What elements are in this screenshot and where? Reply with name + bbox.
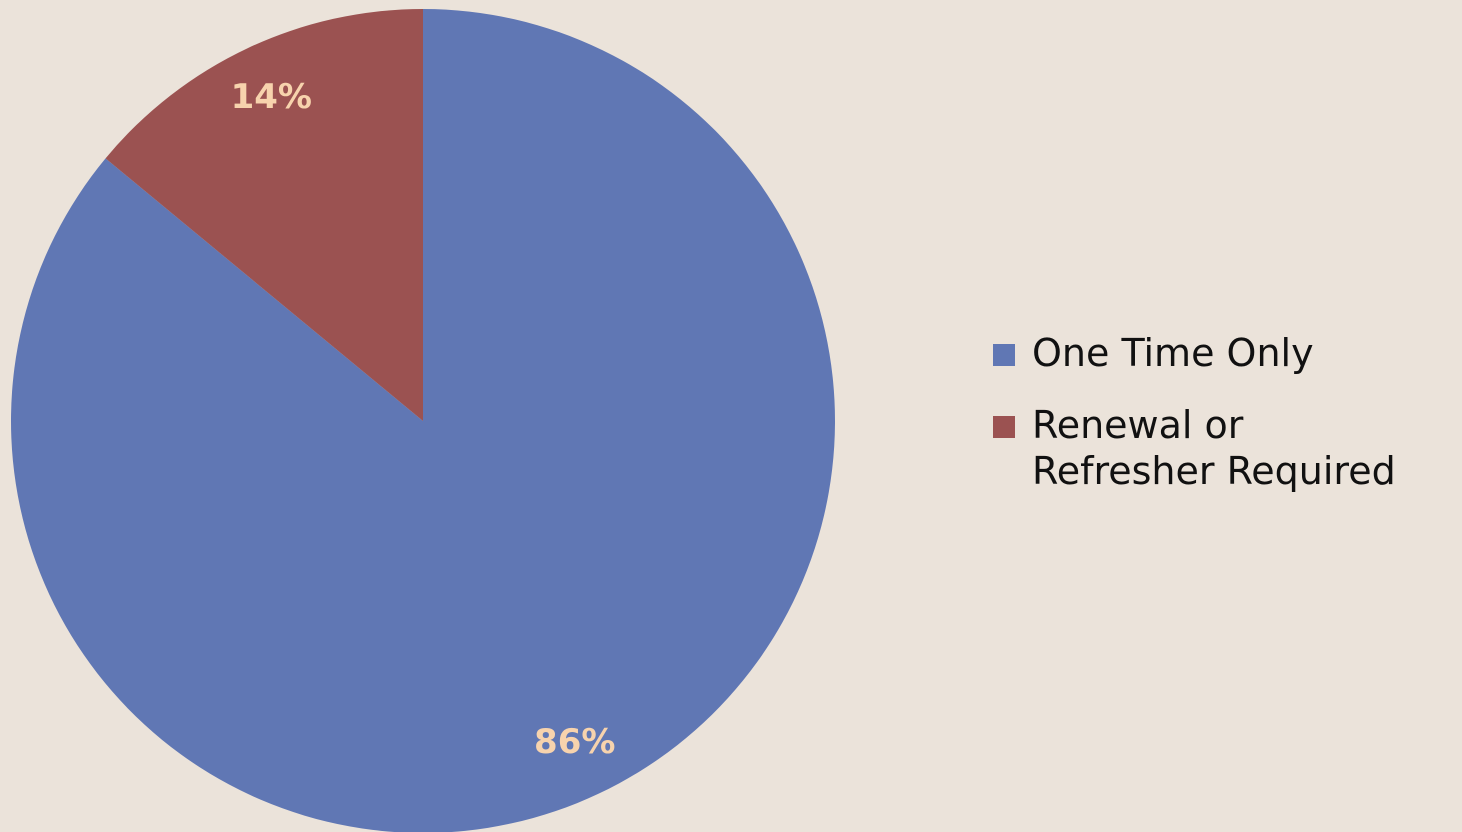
legend-swatch bbox=[993, 416, 1015, 438]
data-label: 86% bbox=[534, 722, 615, 762]
legend: One Time Only Renewal or Refresher Requir… bbox=[993, 330, 1433, 520]
legend-item: Renewal or Refresher Required bbox=[993, 402, 1433, 494]
legend-label: Renewal or Refresher Required bbox=[1032, 403, 1396, 493]
legend-item: One Time Only bbox=[993, 330, 1433, 376]
data-label: 14% bbox=[231, 77, 312, 117]
pie-slice bbox=[105, 9, 423, 421]
pie-slice bbox=[11, 9, 835, 832]
chart: 86% 14% bbox=[11, 9, 835, 832]
legend-swatch bbox=[993, 344, 1015, 366]
legend-label: One Time Only bbox=[1032, 331, 1314, 375]
